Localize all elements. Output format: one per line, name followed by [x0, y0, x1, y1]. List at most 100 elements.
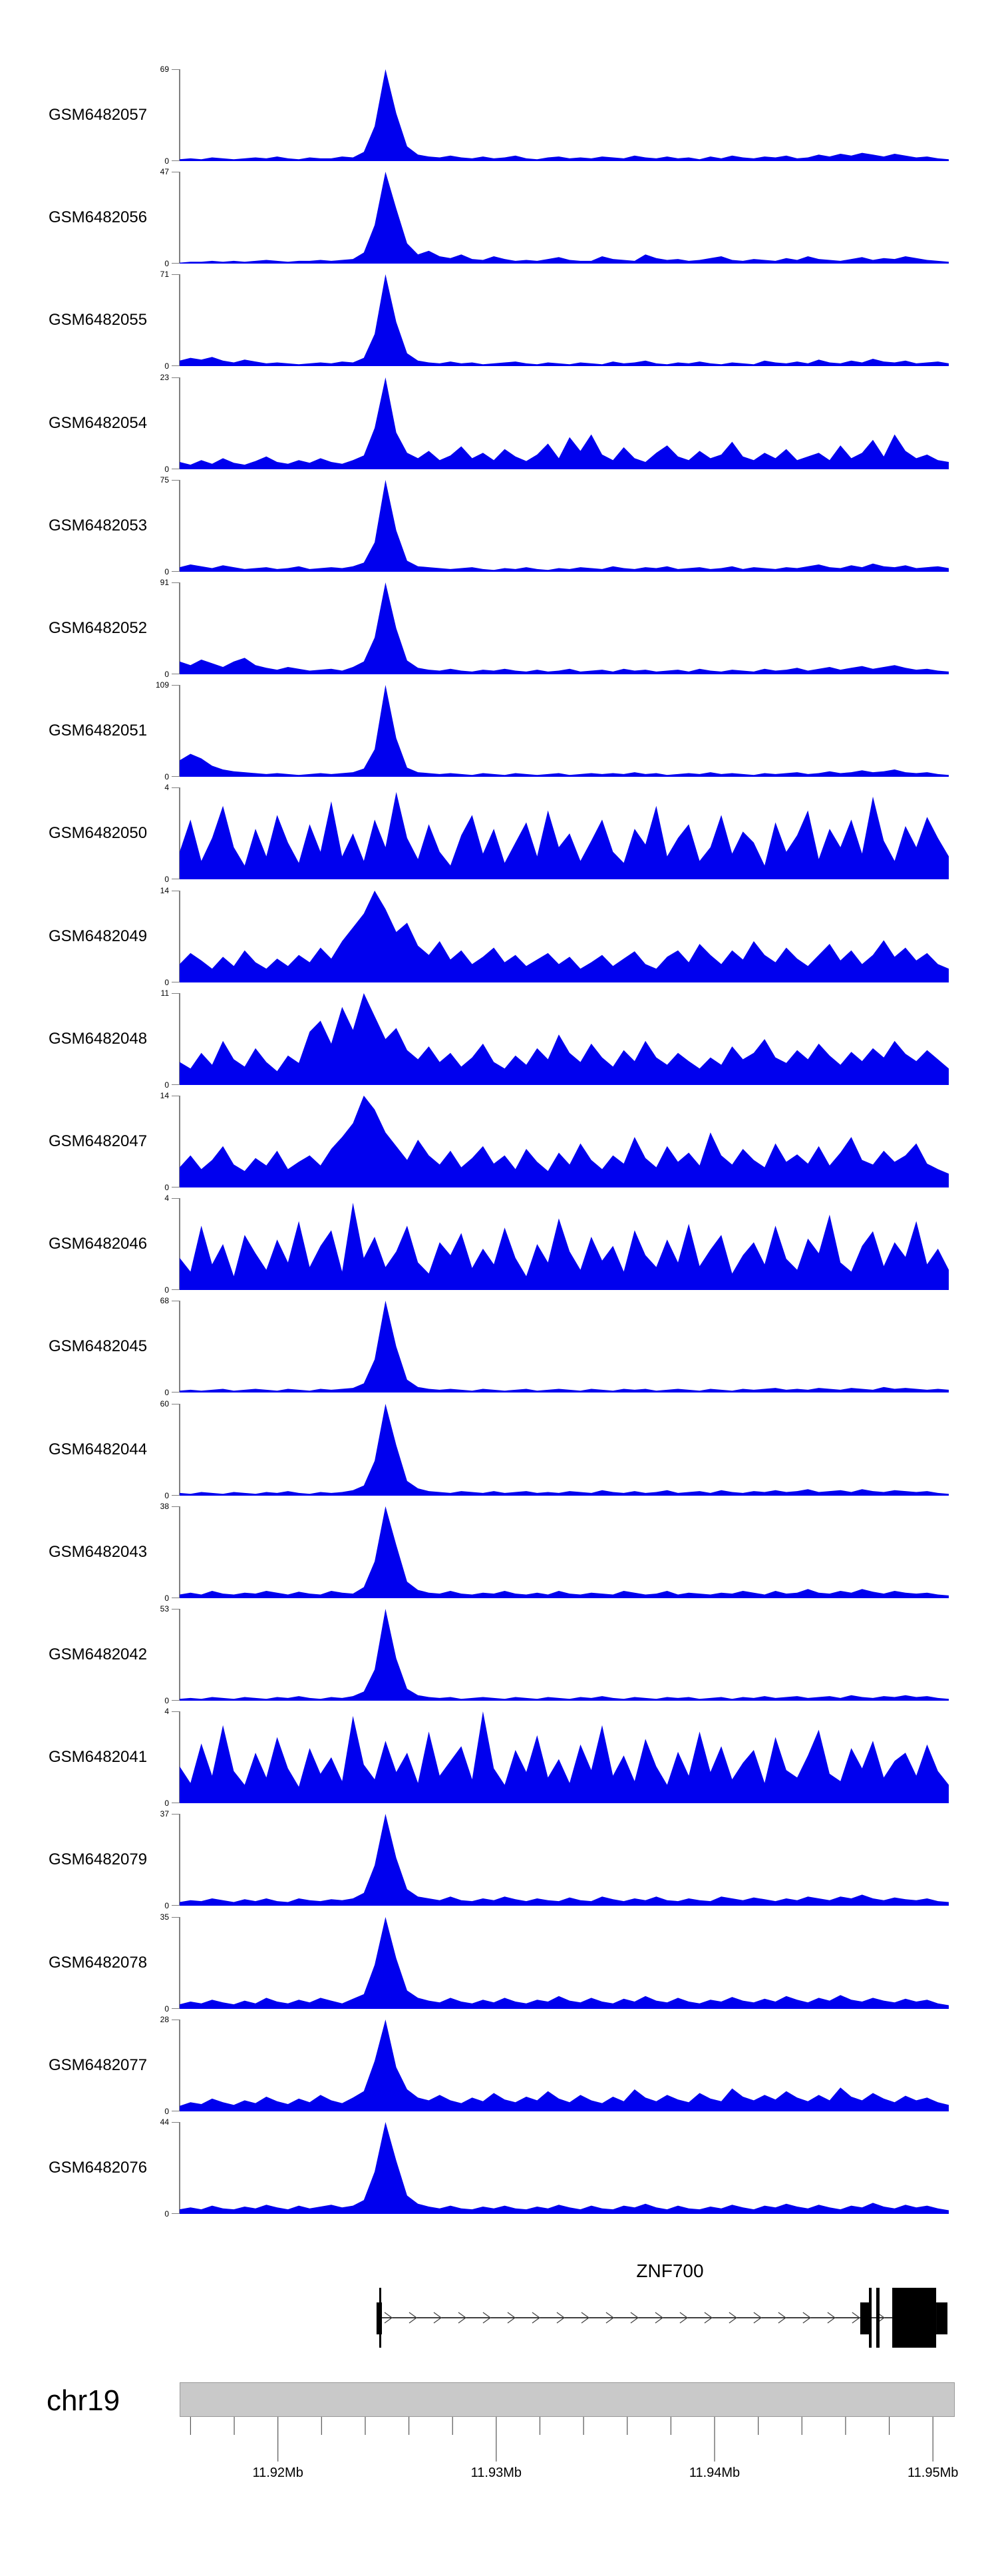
track-ymax-label: 91: [160, 578, 169, 587]
signal-area: [180, 69, 949, 161]
strand-direction-arrow-icon: [532, 2312, 541, 2324]
strand-direction-arrow-icon: [433, 2312, 442, 2324]
y-axis-top-tick: [172, 1814, 180, 1815]
signal-track: GSM6482046 4 0: [0, 1193, 998, 1295]
y-axis-line: [179, 890, 180, 982]
strand-direction-arrow-icon: [409, 2312, 418, 2324]
track-label: GSM6482050: [49, 824, 148, 843]
y-axis-line: [179, 992, 180, 1085]
y-axis-line: [179, 69, 180, 161]
y-axis-top-tick: [172, 274, 180, 276]
y-axis-line: [179, 1301, 180, 1393]
strand-direction-arrow-icon: [482, 2312, 492, 2324]
signal-track: GSM6482051 109 0: [0, 680, 998, 781]
track-ymax-label: 37: [160, 1809, 169, 1819]
strand-direction-arrow-icon: [778, 2312, 786, 2324]
track-ymax-label: 14: [160, 885, 169, 895]
strand-direction-arrow-icon: [679, 2312, 689, 2324]
y-axis-top-tick: [172, 1506, 180, 1507]
y-axis-top-tick: [172, 2122, 180, 2123]
track-label: GSM6482047: [49, 1132, 148, 1150]
track-ymax-label: 28: [160, 2014, 169, 2024]
track-label: GSM6482079: [49, 1850, 148, 1869]
track-ymax-label: 38: [160, 1501, 169, 1511]
signal-area: [180, 992, 949, 1085]
track-ymax-label: 71: [160, 270, 169, 280]
gene-exon: [892, 2288, 937, 2348]
y-axis-zero-tick: [172, 776, 180, 777]
y-axis-line: [179, 1711, 180, 1804]
signal-area: [180, 1301, 949, 1393]
signal-area: [180, 685, 949, 777]
axis-tick-label: 11.92Mb: [252, 2466, 303, 2480]
track-ymax-label: 35: [160, 1912, 169, 1922]
track-ymin-label: 0: [164, 772, 169, 782]
track-ymax-label: 53: [160, 1604, 169, 1613]
track-ymin-label: 0: [164, 1388, 169, 1398]
track-label: GSM6482042: [49, 1645, 148, 1663]
track-ymax-label: 68: [160, 1296, 169, 1306]
track-label: GSM6482043: [49, 1542, 148, 1561]
signal-area: [180, 274, 949, 367]
track-label: GSM6482054: [49, 413, 148, 432]
track-ymin-label: 0: [164, 2209, 169, 2219]
y-axis-top-tick: [172, 69, 180, 70]
signal-area: [180, 1916, 949, 2009]
track-label: GSM6482041: [49, 1748, 148, 1767]
track-ymax-label: 23: [160, 372, 169, 382]
gene-exon: [936, 2302, 948, 2334]
track-ymax-label: 109: [155, 680, 169, 690]
track-ymin-label: 0: [164, 1696, 169, 1705]
track-ymin-label: 0: [164, 977, 169, 987]
strand-direction-arrow-icon: [556, 2312, 566, 2324]
track-ymax-label: 4: [164, 1707, 169, 1717]
y-axis-line: [179, 787, 180, 880]
y-axis-line: [179, 1096, 180, 1187]
signal-area: [180, 792, 949, 880]
y-axis-line: [179, 2019, 180, 2111]
strand-direction-arrow-icon: [704, 2312, 713, 2324]
gene-exon: [869, 2288, 872, 2348]
y-axis-top-tick: [172, 1711, 180, 1713]
signal-track: GSM6482043 38 0: [0, 1502, 998, 1603]
signal-track: GSM6482042 53 0: [0, 1604, 998, 1705]
track-ymin-label: 0: [164, 566, 169, 576]
y-axis-top-tick: [172, 787, 180, 789]
track-label: GSM6482051: [49, 722, 148, 740]
y-axis-top-tick: [172, 1198, 180, 1199]
track-label: GSM6482048: [49, 1029, 148, 1048]
strand-direction-arrow-icon: [384, 2312, 393, 2324]
y-axis-top-tick: [172, 377, 180, 378]
track-label: GSM6482078: [49, 1953, 148, 1972]
signal-track: GSM6482077 28 0: [0, 2015, 998, 2116]
y-axis-zero-tick: [172, 570, 180, 572]
signal-track: GSM6482055 71 0: [0, 270, 998, 371]
track-label: GSM6482046: [49, 1235, 148, 1253]
chromosome-bar: [180, 2382, 955, 2417]
track-label: GSM6482045: [49, 1337, 148, 1356]
y-axis-line: [179, 377, 180, 469]
y-axis-line: [179, 1814, 180, 1906]
signal-area: [180, 172, 949, 264]
track-ymin-label: 0: [164, 1490, 169, 1500]
signal-track: GSM6482056 47 0: [0, 167, 998, 268]
track-label: GSM6482076: [49, 2159, 148, 2177]
track-ymin-label: 0: [164, 2004, 169, 2014]
gene-model: [376, 2288, 948, 2348]
y-axis-line: [179, 1198, 180, 1291]
y-axis-line: [179, 1403, 180, 1496]
strand-direction-arrow-icon: [729, 2312, 738, 2324]
gene-name-label: ZNF700: [636, 2260, 704, 2281]
signal-area: [180, 479, 949, 572]
track-ymax-label: 75: [160, 475, 169, 485]
y-axis-zero-tick: [172, 2213, 180, 2214]
track-ymax-label: 4: [164, 783, 169, 793]
y-axis-line: [179, 274, 180, 367]
y-axis-zero-tick: [172, 1392, 180, 1393]
signal-track: GSM6482078 35 0: [0, 1912, 998, 2014]
y-axis-zero-tick: [172, 1084, 180, 1085]
track-label: GSM6482044: [49, 1440, 148, 1458]
strand-direction-arrow-icon: [802, 2312, 811, 2324]
chromosome-label: chr19: [47, 2384, 120, 2417]
strand-direction-arrow-icon: [507, 2312, 516, 2324]
